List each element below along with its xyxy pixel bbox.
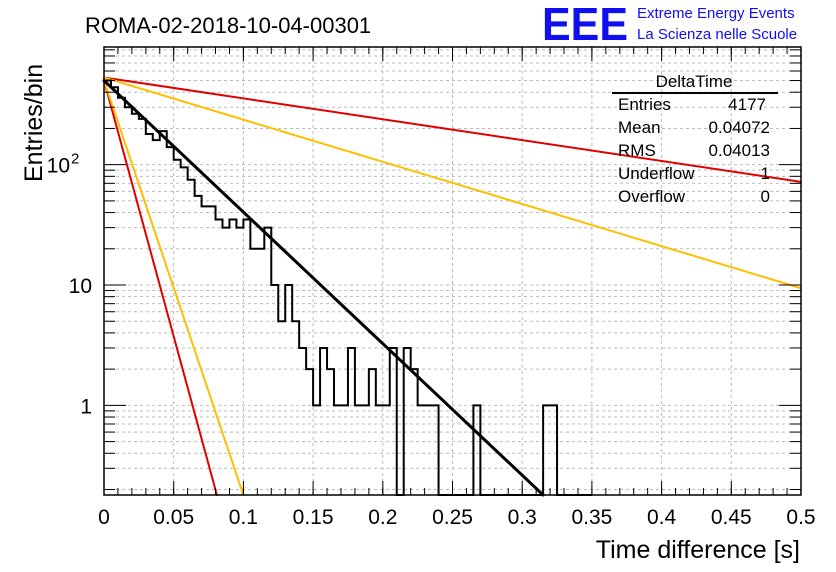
line-red-shallow [103,76,802,183]
fit-lines [103,76,802,496]
stats-name: DeltaTime [656,72,733,91]
logo-line-2: La Scienza nelle Scuole [637,26,797,43]
y-tick-exponent: 2 [71,151,79,168]
stats-value-overflow: 0 [761,187,770,206]
line-orange-shallow [103,76,802,290]
line-orange-steep [103,79,245,496]
y-tick-label: 10 [69,275,92,298]
stats-value-mean: 0.04072 [709,118,770,137]
x-tick-label: 0.35 [571,506,612,529]
eee-logo: EEE [542,0,628,50]
line-fit [102,79,545,497]
x-tick-label: 0.1 [229,506,258,529]
stats-label-rms: RMS [618,141,656,160]
x-tick-label: 0.2 [368,506,397,529]
x-tick-label: 0.25 [432,506,473,529]
x-tick-label: 0.4 [647,506,677,529]
stats-label-overflow: Overflow [618,187,686,206]
chart-title: ROMA-02-2018-10-04-00301 [85,13,371,38]
y-tick-label: 1 [80,395,92,418]
line-red-steep [103,79,218,496]
x-tick-label: 0 [98,506,110,529]
stats-value-rms: 0.04013 [709,141,770,160]
x-tick-labels: 0 0.05 0.1 0.15 0.2 0.25 0.3 0.35 0.4 0.45 0.5 [98,506,815,529]
x-axis-title: Time difference [s] [596,536,800,564]
x-tick-label: 0.3 [508,506,537,529]
stats-value-underflow: 1 [761,164,770,183]
y-axis-title: Entries/bin [20,64,48,182]
stats-label-entries: Entries [618,95,671,114]
x-tick-label: 0.5 [786,506,815,529]
x-tick-label: 0.15 [293,506,334,529]
x-tick-label: 0.45 [711,506,752,529]
stats-label-mean: Mean [618,118,661,137]
logo-line-1: Extreme Energy Events [637,5,795,22]
y-tick-label: 10 [47,155,70,178]
stats-label-underflow: Underflow [618,164,695,183]
stats-box: DeltaTime Entries 4177 Mean 0.04072 RMS … [612,72,778,206]
x-tick-label: 0.05 [153,506,194,529]
grid [104,47,801,495]
axis-ticks [103,47,802,495]
histogram [104,79,592,496]
stats-value-entries: 4177 [728,95,766,114]
